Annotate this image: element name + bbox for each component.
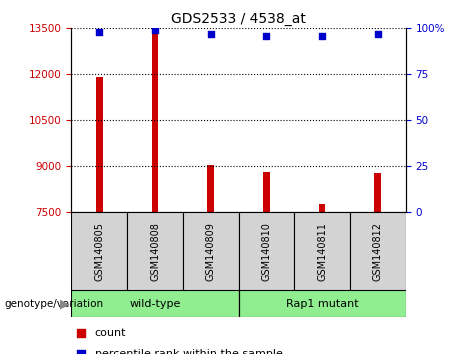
Text: Rap1 mutant: Rap1 mutant (286, 298, 359, 309)
Text: GSM140811: GSM140811 (317, 222, 327, 281)
Bar (127, 212, 183, 290)
Text: count: count (95, 328, 126, 338)
Point (319, 33, 326, 39)
Point (374, 31, 382, 37)
Point (207, 31, 214, 37)
Bar (319, 204, 325, 212)
Bar (238, 290, 406, 317)
Point (78, 330, 85, 336)
Text: GSM140810: GSM140810 (261, 222, 272, 281)
Bar (71, 290, 239, 317)
Bar (183, 212, 238, 290)
Bar (207, 165, 214, 212)
Text: GSM140812: GSM140812 (373, 222, 383, 281)
Bar (350, 212, 406, 290)
Point (95, 29, 103, 35)
Point (78, 351, 85, 354)
Title: GDS2533 / 4538_at: GDS2533 / 4538_at (171, 12, 306, 26)
Bar (294, 212, 350, 290)
Text: percentile rank within the sample: percentile rank within the sample (95, 348, 283, 354)
Point (151, 27, 159, 33)
Bar (238, 212, 294, 290)
Text: GSM140809: GSM140809 (206, 222, 216, 281)
Text: GSM140808: GSM140808 (150, 222, 160, 281)
Text: ▶: ▶ (59, 297, 69, 310)
Bar (71, 212, 127, 290)
Text: genotype/variation: genotype/variation (5, 298, 104, 309)
Text: GSM140805: GSM140805 (95, 222, 104, 281)
Bar (152, 30, 159, 212)
Text: wild-type: wild-type (130, 298, 181, 309)
Bar (96, 78, 103, 212)
Bar (263, 172, 270, 212)
Bar (374, 173, 381, 212)
Point (263, 33, 270, 39)
